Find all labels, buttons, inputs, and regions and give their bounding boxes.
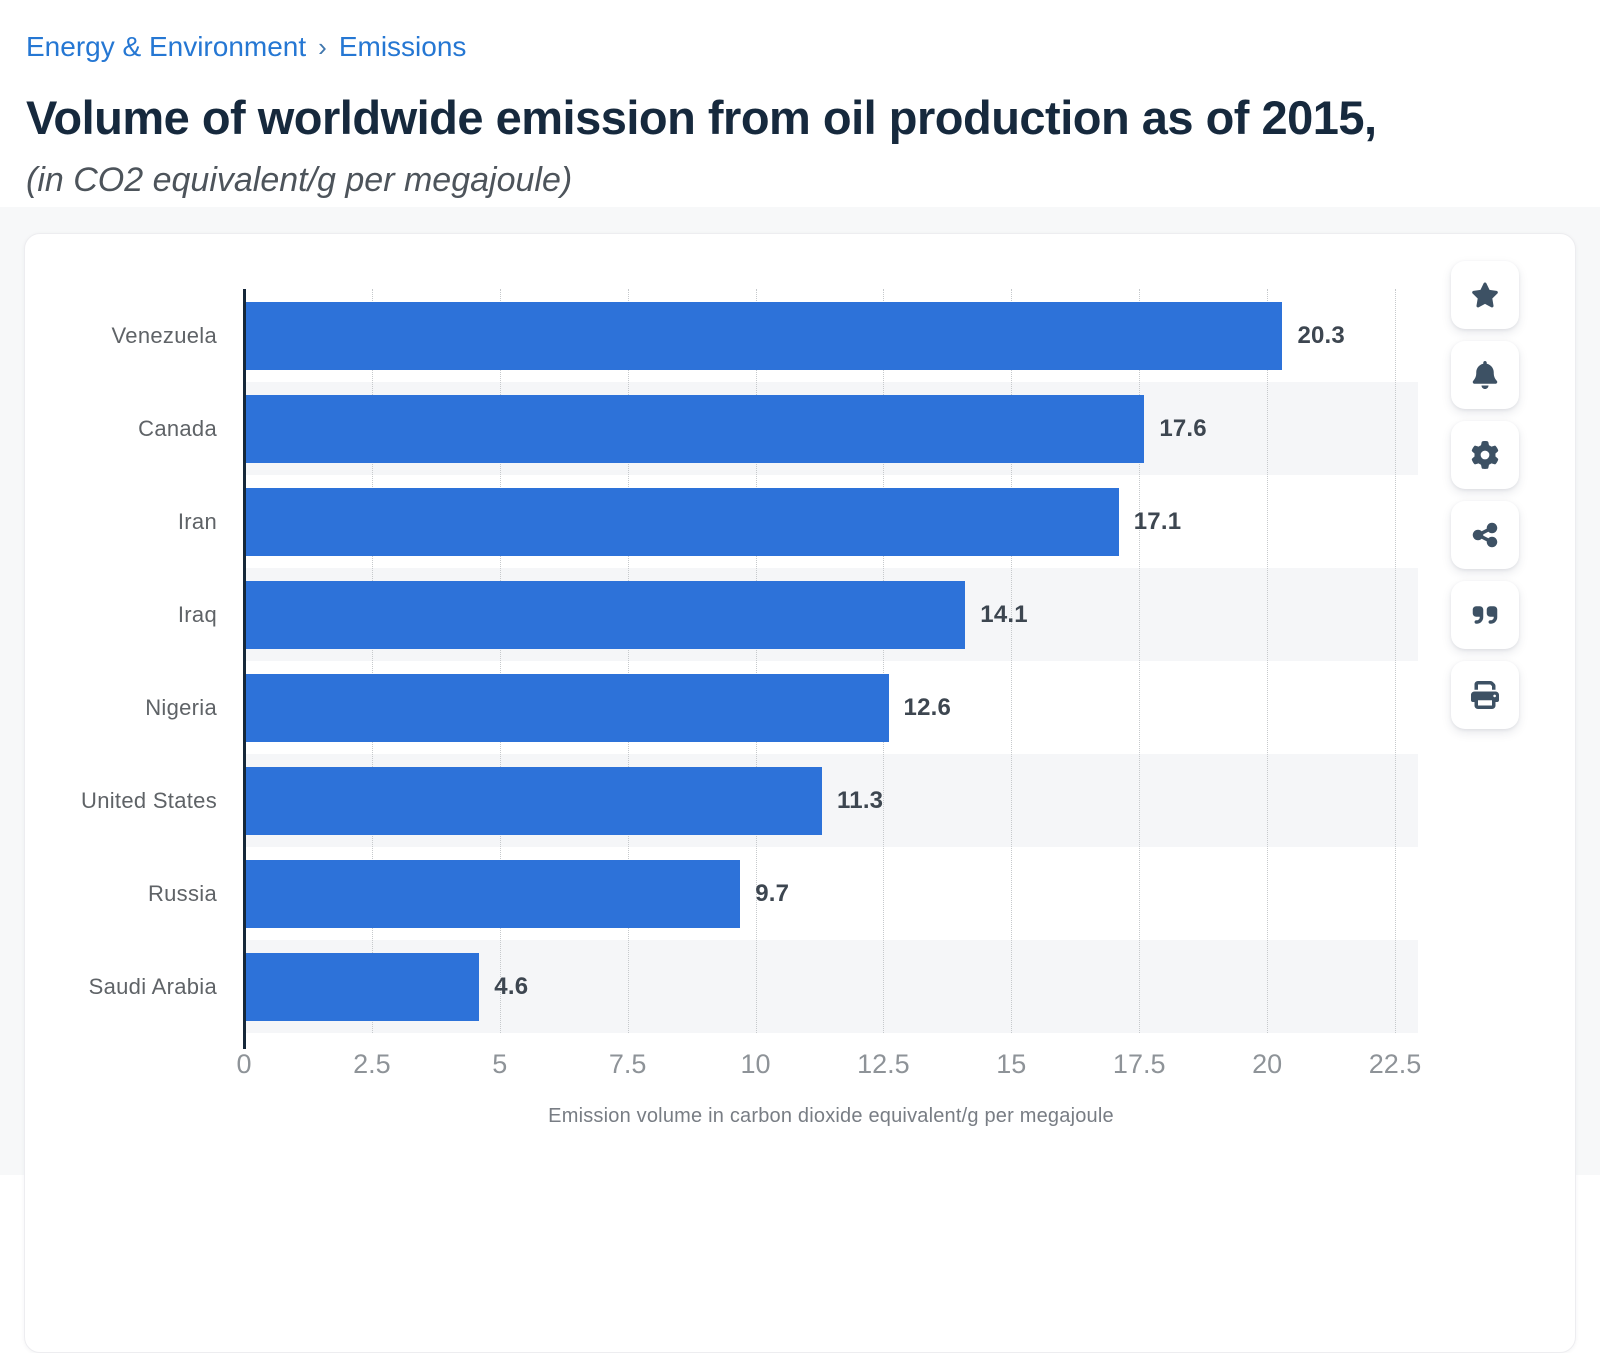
x-tick-label: 7.5 xyxy=(608,1049,647,1079)
category-label: Russia xyxy=(147,880,217,906)
category-label: Saudi Arabia xyxy=(88,973,217,999)
value-label: 20.3 xyxy=(1297,321,1345,349)
page-background: Venezuela 20.3 Canada 17.6 Iran 17.1 Ira… xyxy=(0,207,1600,1353)
bar[interactable]: 17.6 xyxy=(244,394,1207,463)
value-label: 4.6 xyxy=(494,972,529,1000)
plot-row: 4.6 xyxy=(244,940,1418,1033)
plot-row: 17.6 xyxy=(244,382,1418,475)
gear-button[interactable] xyxy=(1451,421,1519,489)
bell-button[interactable] xyxy=(1451,341,1519,409)
gear-icon xyxy=(1471,441,1499,469)
x-tick-label: 15 xyxy=(996,1049,1027,1079)
x-tick-label: 5 xyxy=(492,1049,508,1079)
chart-row: Russia 9.7 xyxy=(25,847,1575,940)
print-icon xyxy=(1471,681,1499,709)
chart-row: Iran 17.1 xyxy=(25,475,1575,568)
x-axis-label: Emission volume in carbon dioxide equiva… xyxy=(548,1105,1114,1127)
plot-row: 20.3 xyxy=(244,289,1418,382)
print-button[interactable] xyxy=(1451,661,1519,729)
value-label: 14.1 xyxy=(980,600,1028,628)
y-axis-line xyxy=(243,289,246,1049)
bar[interactable]: 20.3 xyxy=(244,301,1345,370)
bar[interactable]: 14.1 xyxy=(244,580,1028,649)
category-label-cell: Nigeria xyxy=(25,661,244,754)
plot-row: 14.1 xyxy=(244,568,1418,661)
x-tick-label: 17.5 xyxy=(1112,1049,1166,1079)
chart-row: United States 11.3 xyxy=(25,754,1575,847)
category-label: Iraq xyxy=(177,601,217,627)
page-subtitle: (in CO2 equivalent/g per megajoule) xyxy=(26,161,573,199)
star-button[interactable] xyxy=(1451,261,1519,329)
page-title: Volume of worldwide emission from oil pr… xyxy=(26,91,1377,144)
value-label: 12.6 xyxy=(903,693,952,721)
plot-row: 11.3 xyxy=(244,754,1418,847)
value-label: 17.6 xyxy=(1159,414,1207,442)
x-tick-label: 0 xyxy=(236,1049,252,1079)
breadcrumb: Energy & Environment › Emissions xyxy=(26,30,1600,64)
value-label: 17.1 xyxy=(1133,507,1182,535)
category-label-cell: Saudi Arabia xyxy=(25,940,244,1033)
chart-row: Iraq 14.1 xyxy=(25,568,1575,661)
category-label-cell: United States xyxy=(25,754,244,847)
page-header: Energy & Environment › Emissions Volume of… xyxy=(0,0,1600,207)
bar[interactable]: 9.7 xyxy=(244,859,789,928)
bar[interactable]: 17.1 xyxy=(244,487,1181,556)
star-icon xyxy=(1472,282,1498,308)
quote-icon xyxy=(1472,606,1498,624)
bar[interactable]: 11.3 xyxy=(244,766,883,835)
category-label: Nigeria xyxy=(145,694,217,720)
bar[interactable]: 4.6 xyxy=(244,952,528,1021)
chart-row: Saudi Arabia 4.6 xyxy=(25,940,1575,1033)
bar[interactable]: 12.6 xyxy=(244,673,951,742)
chart-row: Canada 17.6 xyxy=(25,382,1575,475)
chart-row: Nigeria 12.6 xyxy=(25,661,1575,754)
chart-row: Venezuela 20.3 xyxy=(25,289,1575,382)
quote-button[interactable] xyxy=(1451,581,1519,649)
plot-row: 9.7 xyxy=(244,847,1418,940)
x-tick-label: 12.5 xyxy=(857,1049,910,1079)
category-label: United States xyxy=(81,787,217,813)
share-button[interactable] xyxy=(1451,501,1519,569)
x-tick-label: 22.5 xyxy=(1368,1049,1422,1079)
value-label: 11.3 xyxy=(837,786,884,814)
value-label: 9.7 xyxy=(755,879,790,907)
x-tick-label: 20 xyxy=(1252,1049,1283,1079)
category-label-cell: Russia xyxy=(25,847,244,940)
category-label: Venezuela xyxy=(111,322,217,348)
category-label-cell: Iraq xyxy=(25,568,244,661)
x-tick-label: 2.5 xyxy=(353,1049,391,1079)
category-label: Iran xyxy=(177,508,217,534)
share-icon xyxy=(1472,522,1498,548)
breadcrumb-link-energy-environment[interactable]: Energy & Environment xyxy=(26,31,307,62)
bar-chart: Venezuela 20.3 Canada 17.6 Iran 17.1 Ira… xyxy=(25,289,1575,1033)
category-label-cell: Canada xyxy=(25,382,244,475)
category-label-cell: Iran xyxy=(25,475,244,568)
bell-icon xyxy=(1472,361,1498,389)
chart-action-toolbar xyxy=(1451,261,1519,729)
category-label: Canada xyxy=(138,415,217,441)
plot-row: 12.6 xyxy=(244,661,1418,754)
breadcrumb-separator: › xyxy=(318,32,327,62)
chart-rows: Venezuela 20.3 Canada 17.6 Iran 17.1 Ira… xyxy=(25,289,1575,1033)
chart-card: Venezuela 20.3 Canada 17.6 Iran 17.1 Ira… xyxy=(24,233,1576,1353)
x-axis-ticks: 0 2.5 5 7.5 10 12.5 15 17.5 20 22.5 xyxy=(236,1049,1421,1091)
breadcrumb-link-emissions[interactable]: Emissions xyxy=(338,31,467,62)
x-tick-label: 10 xyxy=(740,1049,771,1079)
category-label-cell: Venezuela xyxy=(25,289,244,382)
plot-row: 17.1 xyxy=(244,475,1418,568)
